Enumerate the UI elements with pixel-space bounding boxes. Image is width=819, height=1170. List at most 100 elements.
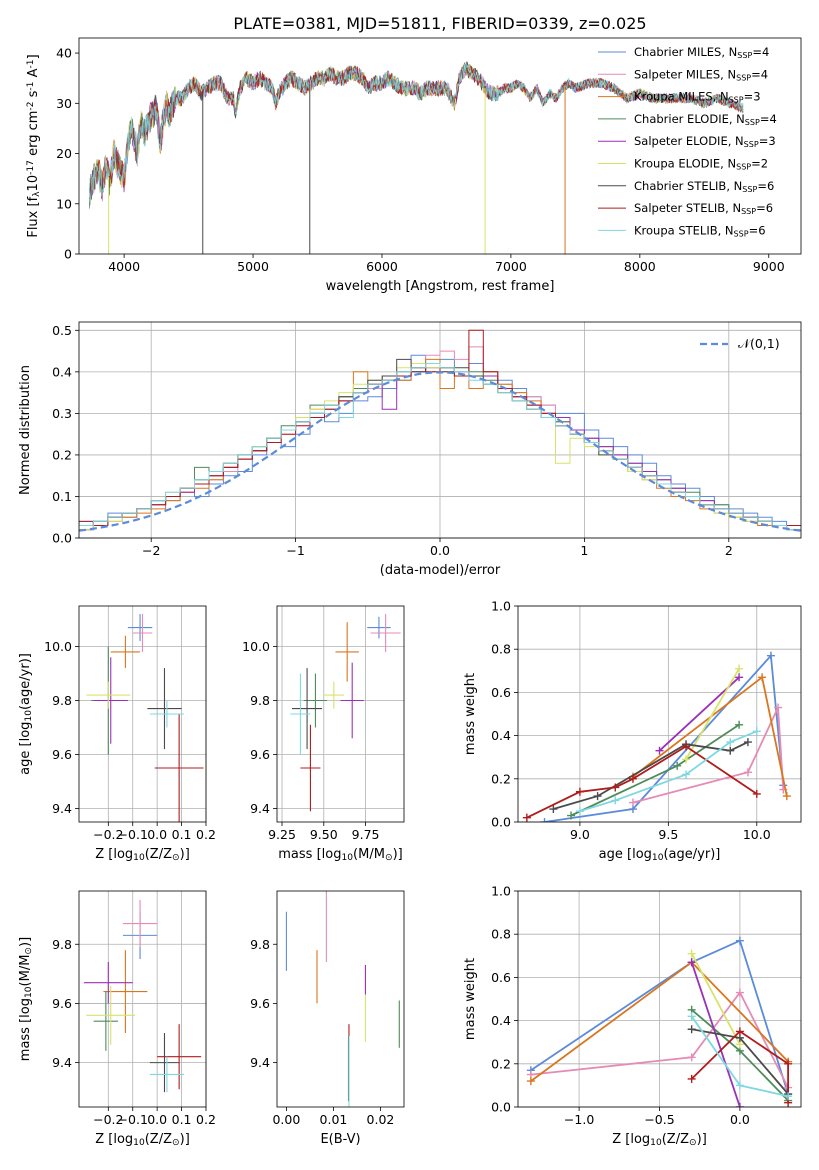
weight-marker-7 <box>784 1059 793 1068</box>
weight-marker-2 <box>758 673 767 682</box>
weight-line-7 <box>526 745 758 819</box>
weight-marker-4 <box>687 958 696 967</box>
y-tick-label: 9.8 <box>52 693 72 708</box>
y-tick-label: 0.4 <box>491 1013 511 1028</box>
x-tick-label: 0.2 <box>196 827 216 842</box>
y-tick-label: 0.3 <box>52 406 72 421</box>
weight-marker-3 <box>735 720 744 729</box>
x-tick-label: 0.0 <box>147 1112 167 1127</box>
x-axis-label: mass [log10(M/M⊙)] <box>278 847 402 863</box>
y-axis-label: mass [log10(M/M⊙)] <box>18 937 34 1061</box>
legend-label-3: Chabrier ELODIE, NSSP=4 <box>634 112 777 127</box>
axes-frame <box>517 890 802 1108</box>
weight-line-1 <box>530 990 789 1089</box>
y-axis-label: Normed distribution <box>18 365 33 495</box>
y-tick-label: 0.0 <box>491 1100 511 1115</box>
weight-marker-0 <box>540 818 549 822</box>
x-tick-label: 9000 <box>753 259 785 274</box>
weight-marker-5 <box>682 755 691 764</box>
x-tick-label: −2 <box>142 543 160 558</box>
plot-area <box>86 614 204 822</box>
y-tick-label: 10.0 <box>44 639 72 654</box>
plot-area <box>290 614 401 812</box>
x-tick-label: 2 <box>725 543 733 558</box>
x-axis-label: wavelength [Angstrom, rest frame] <box>326 279 555 294</box>
weight-marker-3 <box>673 761 682 770</box>
y-axis-label: Flux [fλ10-17 erg cm-2 s-1 A-1] <box>26 54 42 237</box>
x-tick-label: 0.02 <box>367 1112 395 1127</box>
weight-line-0 <box>530 939 789 1095</box>
weight-marker-4 <box>735 1103 744 1107</box>
weight-marker-5 <box>735 664 744 673</box>
x-tick-label: −0.1 <box>118 1112 148 1127</box>
weight-marker-7 <box>575 787 584 796</box>
x-tick-label: −0.2 <box>93 1112 123 1127</box>
x-tick-label: 0.2 <box>196 1112 216 1127</box>
y-tick-label: 9.6 <box>250 747 270 762</box>
legend-label-0: Chabrier MILES, NSSP=4 <box>634 45 769 60</box>
histogram-8 <box>79 363 801 538</box>
weight-marker-8 <box>682 770 691 779</box>
weight-marker-5 <box>687 949 696 958</box>
plot-area <box>83 899 202 1093</box>
weight-marker-7 <box>628 774 637 783</box>
y-tick-label: 0.2 <box>491 771 511 786</box>
weight-marker-6 <box>743 738 752 747</box>
x-tick-label: −0.5 <box>644 1112 674 1127</box>
y-tick-label: 9.6 <box>250 996 270 1011</box>
weight-line-3 <box>570 724 740 817</box>
legend-label-8: Kroupa STELIB, NSSP=6 <box>634 223 766 238</box>
y-tick-label: 9.4 <box>250 801 270 816</box>
y-tick-label: 20 <box>56 146 72 161</box>
y-tick-label: 0.2 <box>491 1056 511 1071</box>
weight-marker-8 <box>752 727 761 736</box>
y-tick-label: 9.4 <box>52 1055 72 1070</box>
x-axis-label: Z [log10(Z/Z⊙)] <box>95 1132 190 1148</box>
weight-marker-1 <box>687 1053 696 1062</box>
weight-marker-2 <box>782 792 791 801</box>
normal-curve <box>79 371 801 532</box>
x-tick-label: 4000 <box>108 259 140 274</box>
y-tick-label: 9.8 <box>52 937 72 952</box>
x-tick-label: 0.01 <box>320 1112 348 1127</box>
weight-marker-7 <box>735 1027 744 1036</box>
y-tick-label: 0.8 <box>491 642 511 657</box>
x-tick-label: 0.0 <box>147 827 167 842</box>
weight-line-6 <box>553 741 749 810</box>
y-tick-label: 0.0 <box>52 531 72 546</box>
y-tick-label: 0.8 <box>491 927 511 942</box>
y-tick-label: 1.0 <box>491 884 511 899</box>
y-tick-label: 40 <box>56 46 72 61</box>
y-tick-label: 10 <box>56 196 72 211</box>
x-axis-label: (data-model)/error <box>380 563 501 578</box>
weight-marker-0 <box>735 936 744 945</box>
y-tick-label: 9.4 <box>250 1055 270 1070</box>
y-tick-label: 9.8 <box>250 693 270 708</box>
weight-marker-0 <box>766 651 775 660</box>
x-tick-label: 0.0 <box>730 1112 750 1127</box>
weight-marker-6 <box>593 792 602 801</box>
y-tick-label: 30 <box>56 96 72 111</box>
weight-marker-1 <box>628 798 637 807</box>
y-tick-label: 0.4 <box>491 728 511 743</box>
weight-marker-1 <box>774 703 783 712</box>
spectrum-line-7 <box>88 61 744 200</box>
y-tick-label: 0 <box>64 247 72 262</box>
x-axis-label: Z [log10(Z/Z⊙)] <box>612 1132 707 1148</box>
weight-line-5 <box>685 668 740 760</box>
spectrum-line-8 <box>88 61 744 202</box>
x-tick-label: 1 <box>580 543 588 558</box>
x-axis-label: E(B-V) <box>320 1132 360 1147</box>
axes-frame <box>78 321 802 539</box>
y-tick-label: 0.6 <box>491 685 511 700</box>
weight-marker-4 <box>655 746 664 755</box>
weight-line-1 <box>632 707 785 804</box>
weight-marker-7 <box>522 813 531 822</box>
x-tick-label: −0.1 <box>118 827 148 842</box>
y-tick-label: 0.6 <box>491 970 511 985</box>
plot-layer: 4000 5000 6000 7000 8000 9000 0 10 20 30 40 wavelen… <box>18 37 802 1148</box>
y-tick-label: 9.4 <box>52 801 72 816</box>
x-tick-label: 0.0 <box>430 543 450 558</box>
weight-marker-2 <box>526 1077 535 1086</box>
legend: Chabrier MILES, NSSP=4 Salpeter MILES, NS… <box>598 45 777 238</box>
